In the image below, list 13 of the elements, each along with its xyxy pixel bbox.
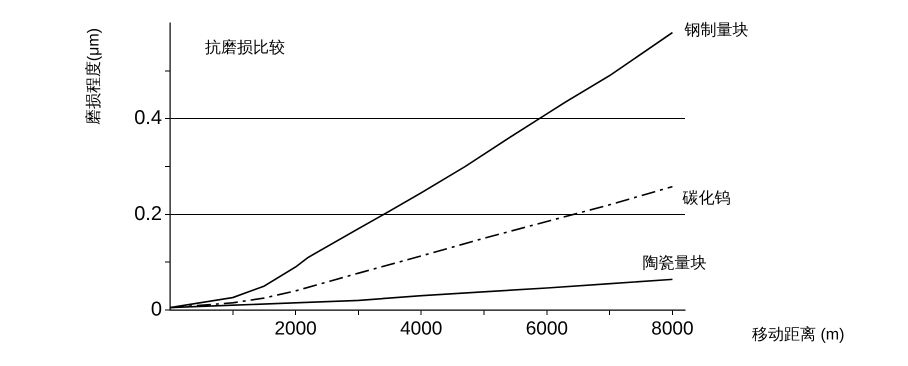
y-tick-label: 0.4 xyxy=(134,107,162,130)
y-tick-label: 0.2 xyxy=(134,202,162,225)
x-tick-label: 2000 xyxy=(274,318,317,340)
y-tick-label: 0 xyxy=(150,298,162,321)
series-label: 钢制量块 xyxy=(683,20,748,39)
x-axis-title: 移动距离 (m) xyxy=(752,325,844,344)
x-tick-label: 6000 xyxy=(526,318,568,340)
text: 抗磨损比较 xyxy=(205,38,285,56)
series-label: 碳化钨 xyxy=(681,188,730,207)
x-tick-label: 8000 xyxy=(651,318,694,340)
x-tick-label: 4000 xyxy=(400,318,442,340)
y-axis-title: 磨损程度(μm) xyxy=(84,28,102,126)
series-label: 陶瓷量块 xyxy=(642,254,706,272)
